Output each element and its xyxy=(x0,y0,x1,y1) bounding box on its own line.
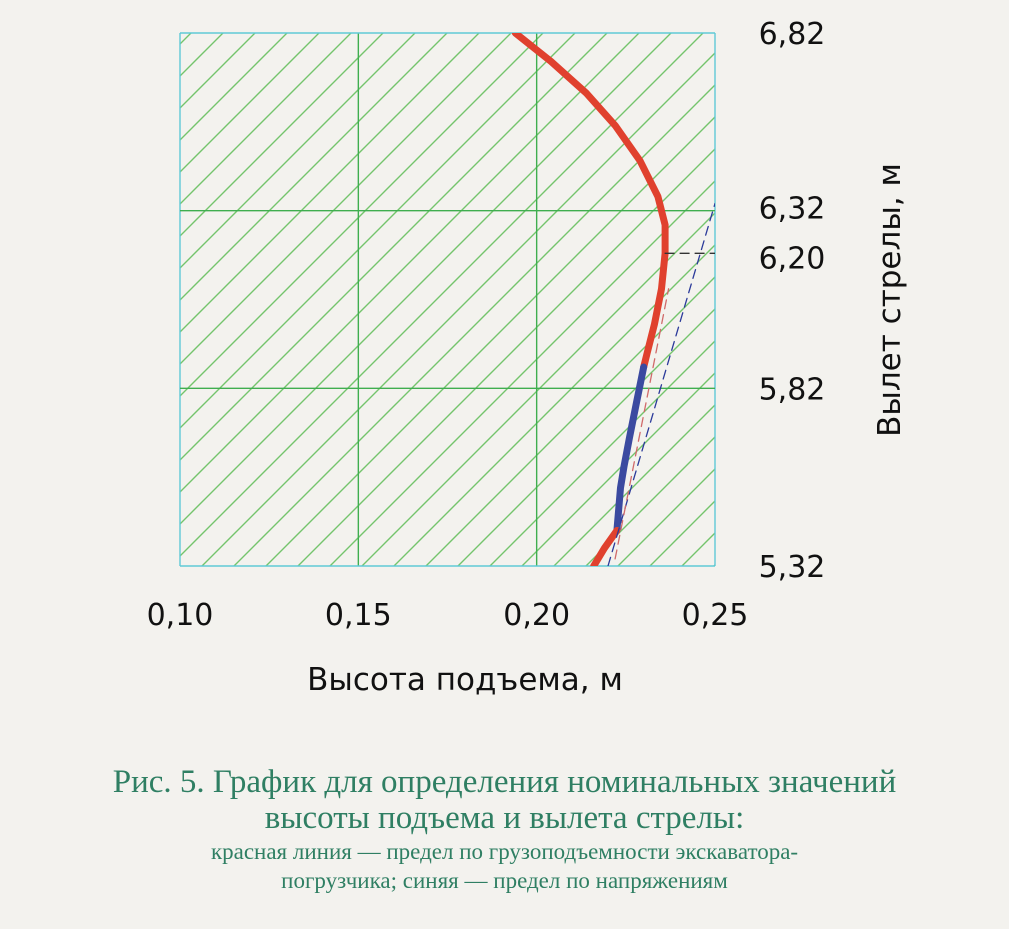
y-tick-label: 6,32 xyxy=(759,192,826,227)
x-tick-label: 0,25 xyxy=(682,598,749,633)
x-axis-title: Высота подъема, м xyxy=(307,662,623,698)
y-axis-title: Вылет стрелы, м xyxy=(872,163,908,437)
y-tick-label: 5,32 xyxy=(759,550,826,585)
caption-line-3: красная линия — предел по грузоподъемнос… xyxy=(210,839,799,864)
series-layer xyxy=(511,33,715,566)
series-line-4 xyxy=(614,288,670,560)
y-tick-label: 5,82 xyxy=(759,372,826,407)
series-line-1 xyxy=(613,363,648,534)
caption-line-4: погрузчика; синяя — предел по напряжения… xyxy=(281,868,728,893)
caption-line-2: высоты подъема и вылета стрелы: xyxy=(264,800,745,836)
caption-line-1: Рис. 5. График для определения номинальн… xyxy=(112,764,897,800)
x-tick-label: 0,20 xyxy=(503,598,570,633)
y-tick-labels: 6,82 6,32 6,20 5,82 5,32 xyxy=(759,17,826,585)
series-line-2 xyxy=(590,527,621,566)
y-tick-label: 6,82 xyxy=(759,17,826,52)
figure-caption: Рис. 5. График для определения номинальн… xyxy=(0,764,1009,894)
plot-area xyxy=(179,32,716,567)
y-tick-label: 6,20 xyxy=(759,241,826,276)
series-line-0 xyxy=(511,33,669,371)
x-tick-label: 0,10 xyxy=(147,598,214,633)
x-tick-labels: 0,10 0,15 0,20 0,25 xyxy=(147,598,749,633)
chart-figure: 0,10 0,15 0,20 0,25 6,82 6,32 6,20 5,82 5,32 Вы… xyxy=(147,17,908,698)
grid xyxy=(179,32,716,567)
x-tick-label: 0,15 xyxy=(325,598,392,633)
hatched-region xyxy=(180,33,715,566)
